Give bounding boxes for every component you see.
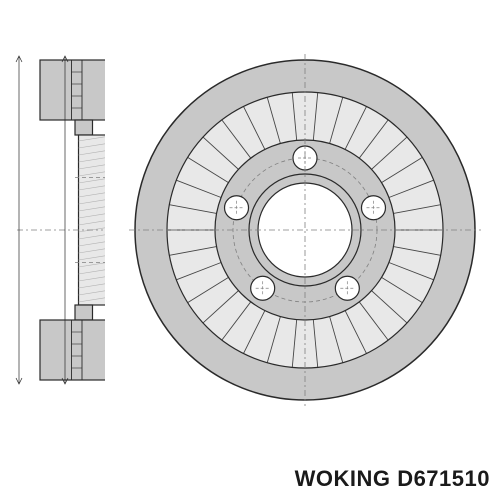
part-number-text: D671510: [397, 466, 490, 491]
front-view-container: [125, 50, 485, 410]
brake-disc-diagram: [0, 0, 500, 460]
side-view-container: [15, 50, 105, 410]
brand-text: WOKING: [295, 466, 391, 491]
front-disc-face: [125, 50, 485, 410]
side-cross-section: [15, 50, 105, 410]
part-label: WOKING D671510: [295, 466, 490, 492]
